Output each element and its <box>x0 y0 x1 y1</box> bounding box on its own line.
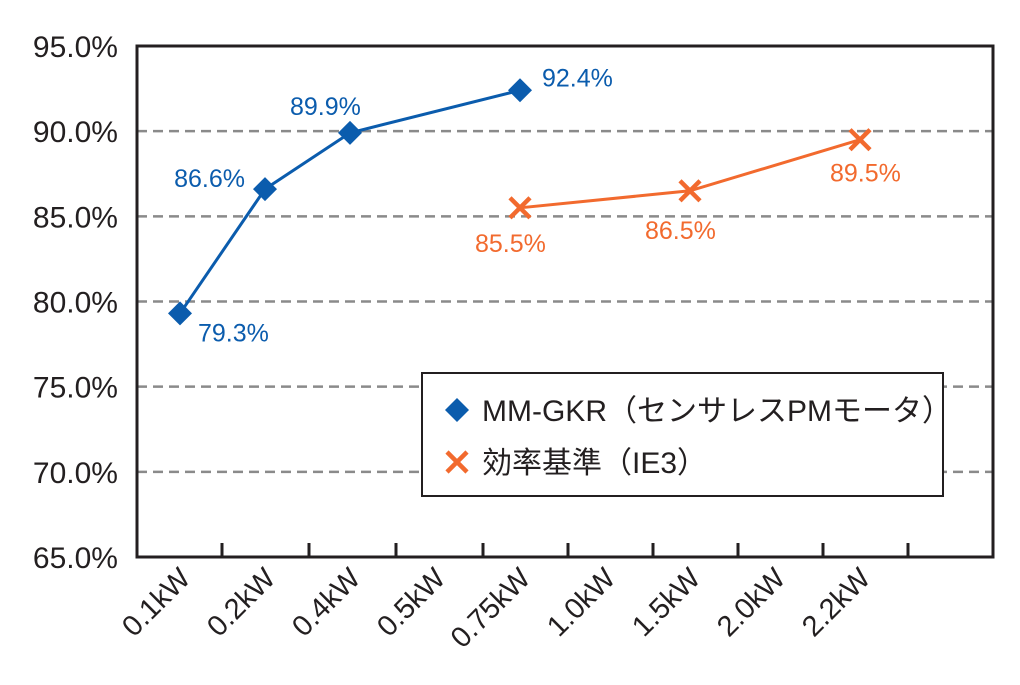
plot-frame <box>135 44 995 559</box>
x-tick-label: 0.4kW <box>286 562 367 643</box>
y-tick-label: 85.0% <box>33 201 118 234</box>
x-tick-label: 0.75kW <box>445 562 538 655</box>
y-tick-label: 70.0% <box>33 457 118 490</box>
x-tick-label: 2.0kW <box>711 562 792 643</box>
x-tick-label: 0.1kW <box>116 562 197 643</box>
data-label: 86.5% <box>645 217 716 245</box>
y-tick-label: 95.0% <box>33 31 118 64</box>
x-tick-label: 2.2kW <box>796 562 877 643</box>
y-tick-label: 90.0% <box>33 116 118 149</box>
data-label: 86.6% <box>174 165 245 193</box>
data-label: 79.3% <box>198 319 269 347</box>
y-tick-label: 65.0% <box>33 542 118 575</box>
x-tick-label: 1.5kW <box>626 562 707 643</box>
legend-label: 効率基準（IE3） <box>482 447 707 480</box>
data-label: 85.5% <box>475 230 546 258</box>
data-point-x <box>848 128 872 152</box>
series-line <box>519 138 861 210</box>
x-tick-label: 0.5kW <box>371 562 452 643</box>
data-point-x <box>678 179 702 203</box>
data-point-x <box>508 196 532 220</box>
legend-box <box>421 372 944 497</box>
y-tick-label: 75.0% <box>33 372 118 405</box>
data-point-diamond <box>253 177 277 202</box>
data-point-diamond <box>508 78 532 103</box>
data-point-diamond <box>168 301 192 326</box>
legend-diamond-icon <box>445 398 469 422</box>
x-tick-label: 1.0kW <box>541 562 622 643</box>
data-point-diamond <box>338 120 362 145</box>
y-tick-label: 80.0% <box>33 287 118 320</box>
legend-x-icon <box>445 450 469 474</box>
data-label: 89.5% <box>830 160 901 188</box>
data-label: 89.9% <box>290 93 361 121</box>
data-label: 92.4% <box>542 64 613 92</box>
legend-label: MM-GKR（センサレスPMモータ） <box>482 395 952 428</box>
series-line <box>178 88 521 315</box>
x-tick-label: 0.2kW <box>201 562 282 643</box>
